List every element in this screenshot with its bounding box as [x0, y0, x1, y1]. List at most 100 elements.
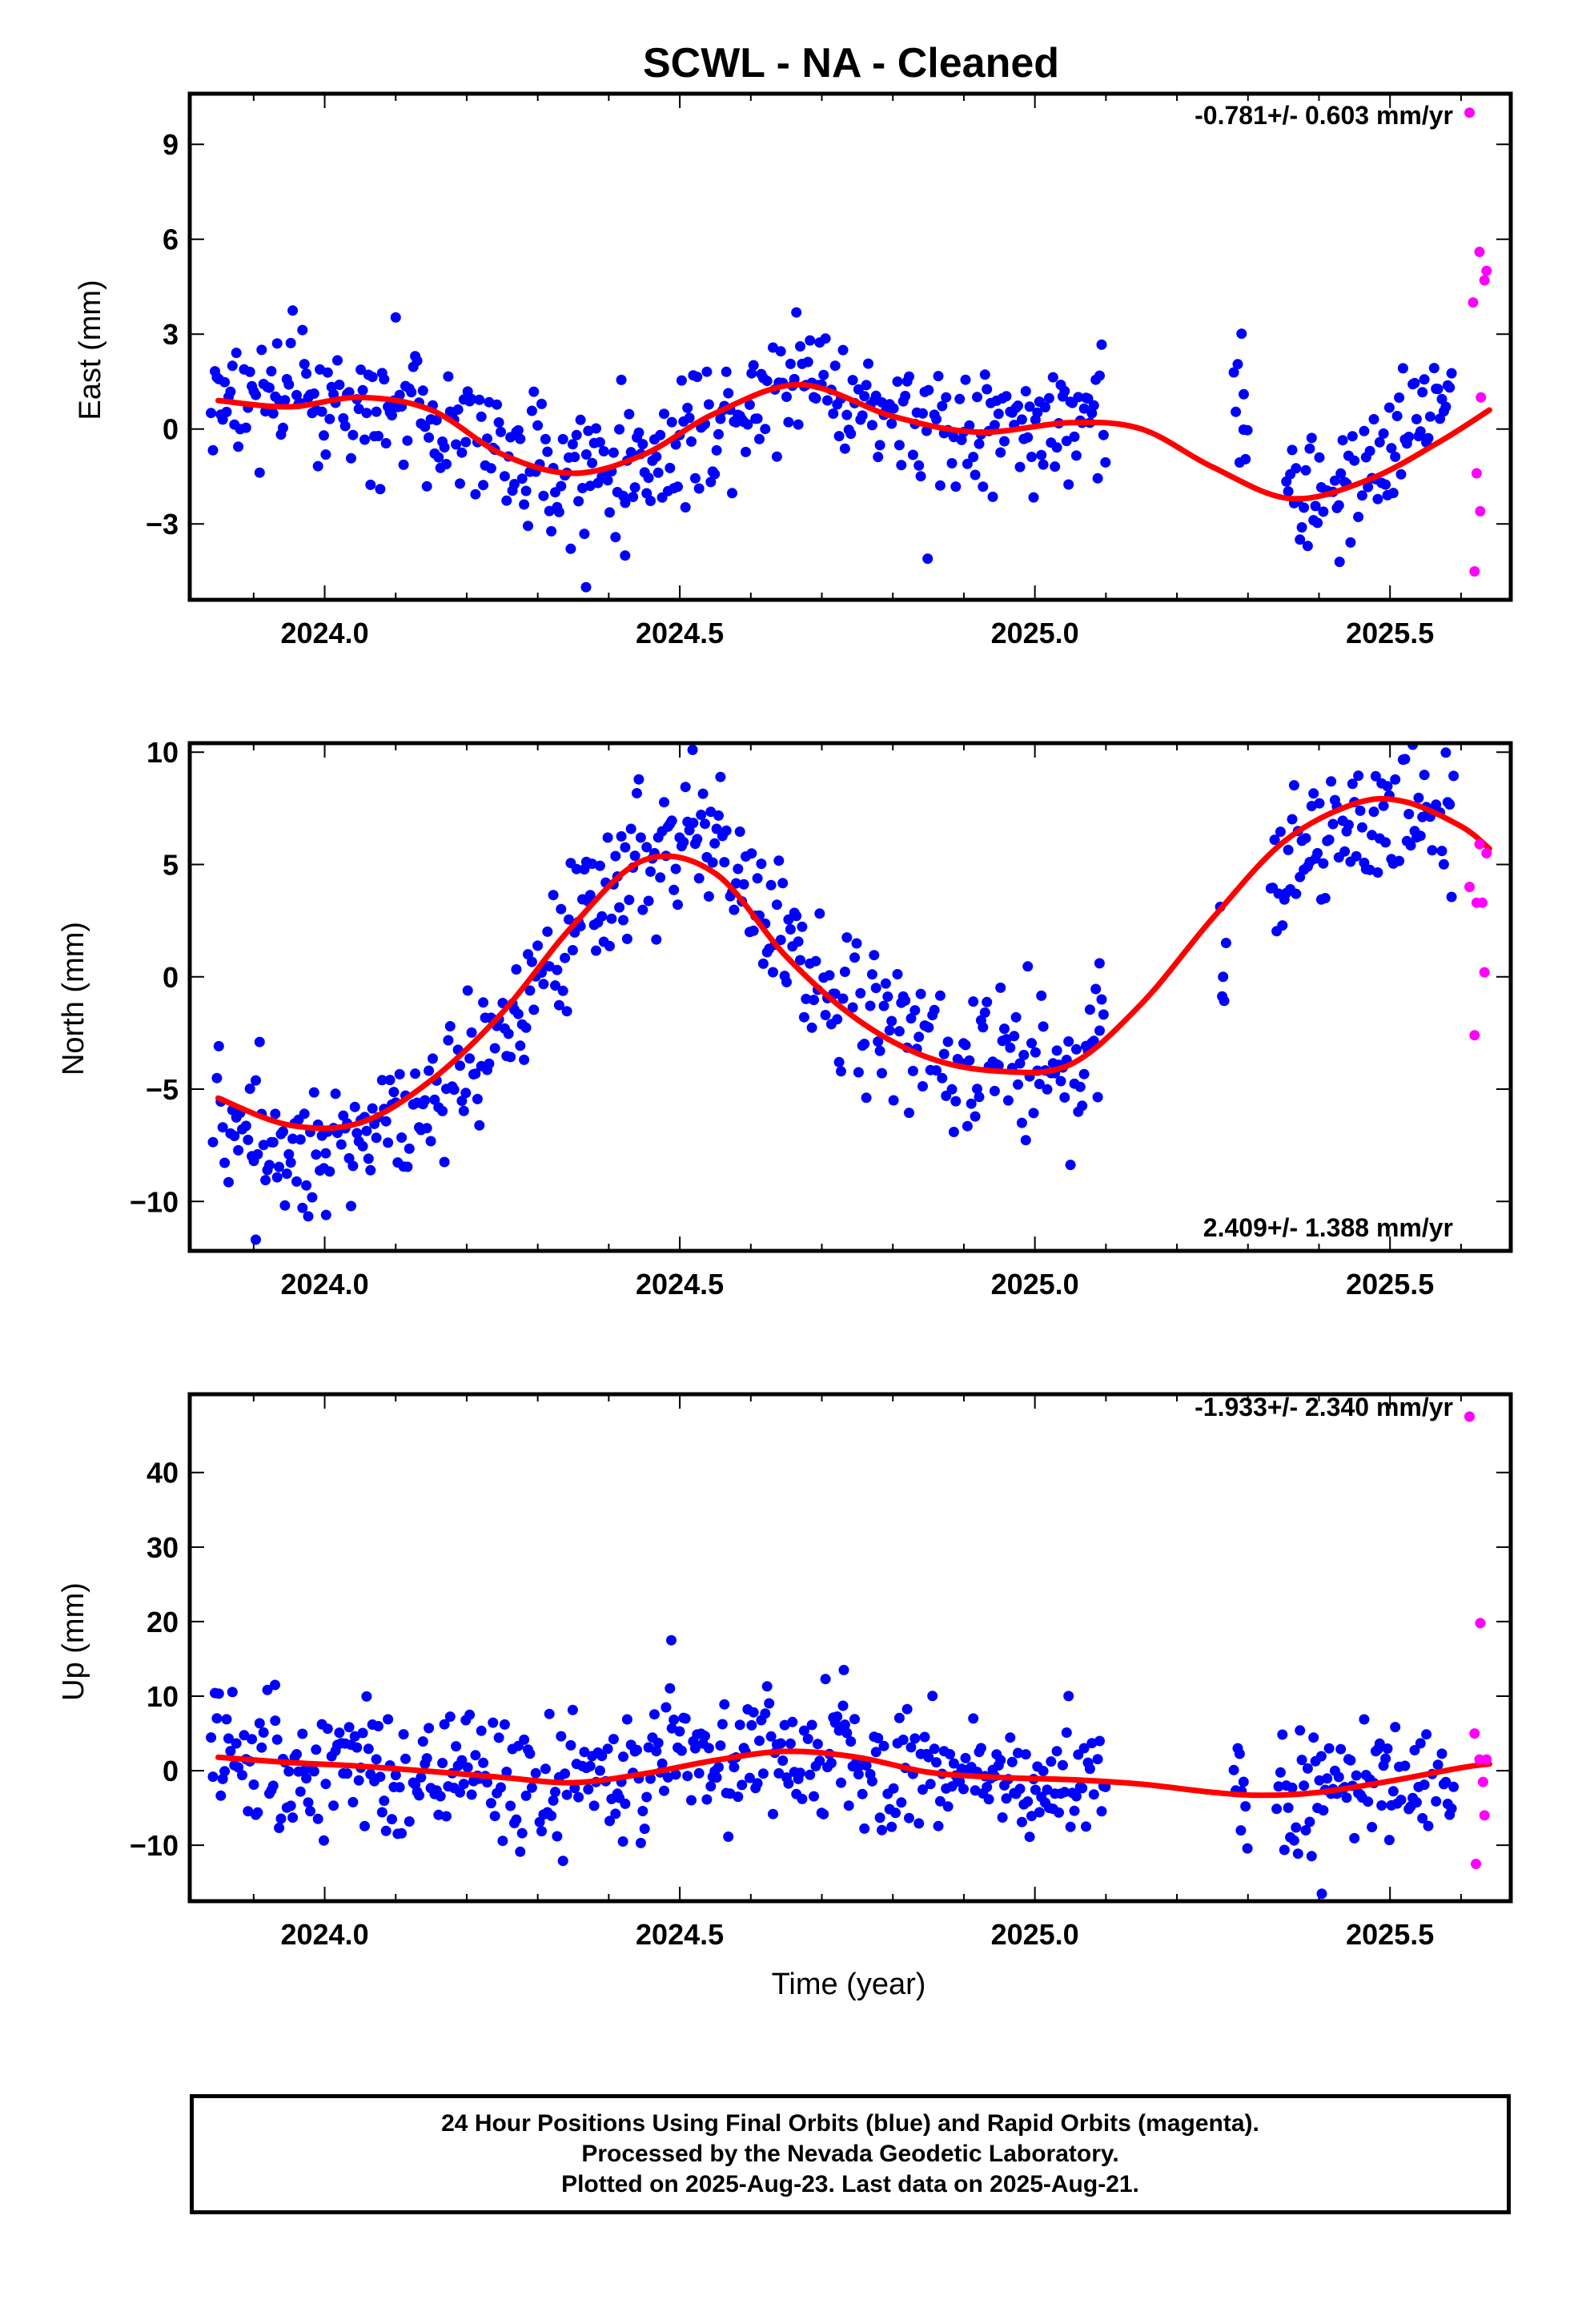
east-final-point — [1092, 472, 1103, 484]
up-final-point — [328, 1800, 339, 1811]
up-final-point — [1383, 1835, 1395, 1846]
north-final-point — [1269, 834, 1280, 846]
east-final-point — [1334, 557, 1345, 568]
east-final-point — [1020, 386, 1031, 396]
up-final-point — [400, 1753, 411, 1764]
east-final-point — [922, 553, 934, 565]
east-final-point — [896, 460, 907, 471]
north-final-point — [538, 979, 549, 990]
north-final-point — [637, 904, 648, 915]
up-final-point — [773, 1767, 785, 1779]
east-final-point — [857, 410, 868, 421]
north-final-point — [837, 993, 849, 1004]
east-final-point — [941, 392, 952, 403]
up-final-point — [1387, 1786, 1399, 1797]
up-final-point — [243, 1806, 254, 1817]
north-final-point — [363, 1153, 374, 1164]
up-final-point — [958, 1783, 969, 1795]
north-final-point — [1448, 770, 1460, 782]
up-final-point — [1046, 1756, 1057, 1767]
east-final-point — [950, 481, 962, 493]
up-rapid-point — [1464, 1411, 1475, 1422]
east-final-point — [771, 451, 782, 462]
up-final-point — [569, 1783, 580, 1794]
north-final-point — [428, 1053, 438, 1064]
east-final-point — [715, 413, 726, 424]
east-final-point — [645, 496, 656, 506]
east-final-point — [686, 436, 697, 447]
east-final-point — [466, 393, 477, 404]
north-final-point — [460, 1088, 472, 1099]
north-final-point — [1438, 858, 1449, 870]
east-final-point — [493, 417, 504, 428]
east-final-point — [371, 406, 382, 417]
north-final-point — [853, 1067, 864, 1078]
up-final-point — [233, 1762, 244, 1773]
north-final-point — [1403, 809, 1415, 819]
north-final-point — [861, 1092, 872, 1104]
east-final-point — [866, 420, 877, 431]
up-final-point — [874, 1812, 885, 1823]
north-final-point — [999, 1023, 1010, 1035]
up-final-point — [700, 1731, 710, 1742]
up-final-point — [258, 1727, 269, 1738]
north-final-point — [869, 950, 880, 961]
north-final-point — [709, 838, 721, 849]
up-final-point — [693, 1767, 705, 1779]
up-final-point — [1235, 1825, 1247, 1836]
north-final-point — [972, 1084, 982, 1095]
east-final-point — [1302, 541, 1313, 552]
up-final-point — [1279, 1844, 1290, 1856]
east-final-point — [1363, 481, 1374, 493]
east-final-point — [705, 476, 717, 488]
north-final-point — [970, 1111, 981, 1122]
east-final-point — [526, 405, 537, 416]
east-final-point — [1016, 414, 1027, 425]
north-final-point — [464, 1053, 476, 1064]
east-rapid-point — [1474, 247, 1485, 257]
north-final-point — [553, 999, 564, 1011]
east-final-point — [781, 392, 792, 402]
east-final-point — [538, 490, 549, 501]
up-final-point — [231, 1738, 242, 1749]
north-final-point — [873, 1036, 884, 1047]
up-final-point — [1042, 1784, 1053, 1795]
east-final-point — [863, 358, 873, 369]
north-final-point — [1026, 1038, 1037, 1049]
north-final-point — [1380, 837, 1391, 848]
east-final-point — [233, 441, 244, 452]
north-final-point — [308, 1087, 319, 1098]
up-final-point — [806, 1719, 817, 1731]
east-final-point — [913, 460, 925, 471]
north-final-point — [810, 955, 821, 967]
up-final-point — [1234, 1748, 1245, 1759]
up-final-point — [1061, 1727, 1072, 1738]
north-final-point — [886, 1015, 897, 1027]
up-final-point — [1421, 1729, 1432, 1740]
north-x-tick-label: 2025.0 — [991, 1268, 1079, 1301]
up-final-point — [1417, 1813, 1428, 1823]
up-final-point — [557, 1856, 568, 1867]
east-final-point — [651, 451, 662, 462]
east-final-point — [1415, 426, 1426, 437]
north-final-point — [520, 1022, 532, 1033]
north-final-point — [466, 1027, 477, 1038]
north-final-point — [383, 1137, 394, 1148]
up-final-point — [1399, 1760, 1411, 1771]
up-final-point — [635, 1837, 646, 1848]
east-final-point — [810, 393, 821, 404]
up-final-point — [550, 1787, 560, 1798]
east-final-point — [417, 385, 428, 396]
up-final-point — [516, 1827, 528, 1839]
footer-box: 24 Hour Positions Using Final Orbits (bl… — [190, 2094, 1511, 2214]
north-final-point — [964, 1055, 975, 1066]
east-final-point — [1394, 392, 1405, 403]
up-final-point — [812, 1739, 823, 1750]
north-rate-label: 2.409+/- 1.388 mm/yr — [1203, 1213, 1453, 1242]
north-final-point — [1367, 830, 1378, 841]
north-final-point — [948, 1127, 959, 1137]
east-final-point — [424, 432, 435, 443]
north-final-point — [371, 1132, 382, 1144]
north-final-point — [330, 1088, 341, 1100]
up-final-point — [530, 1767, 541, 1779]
